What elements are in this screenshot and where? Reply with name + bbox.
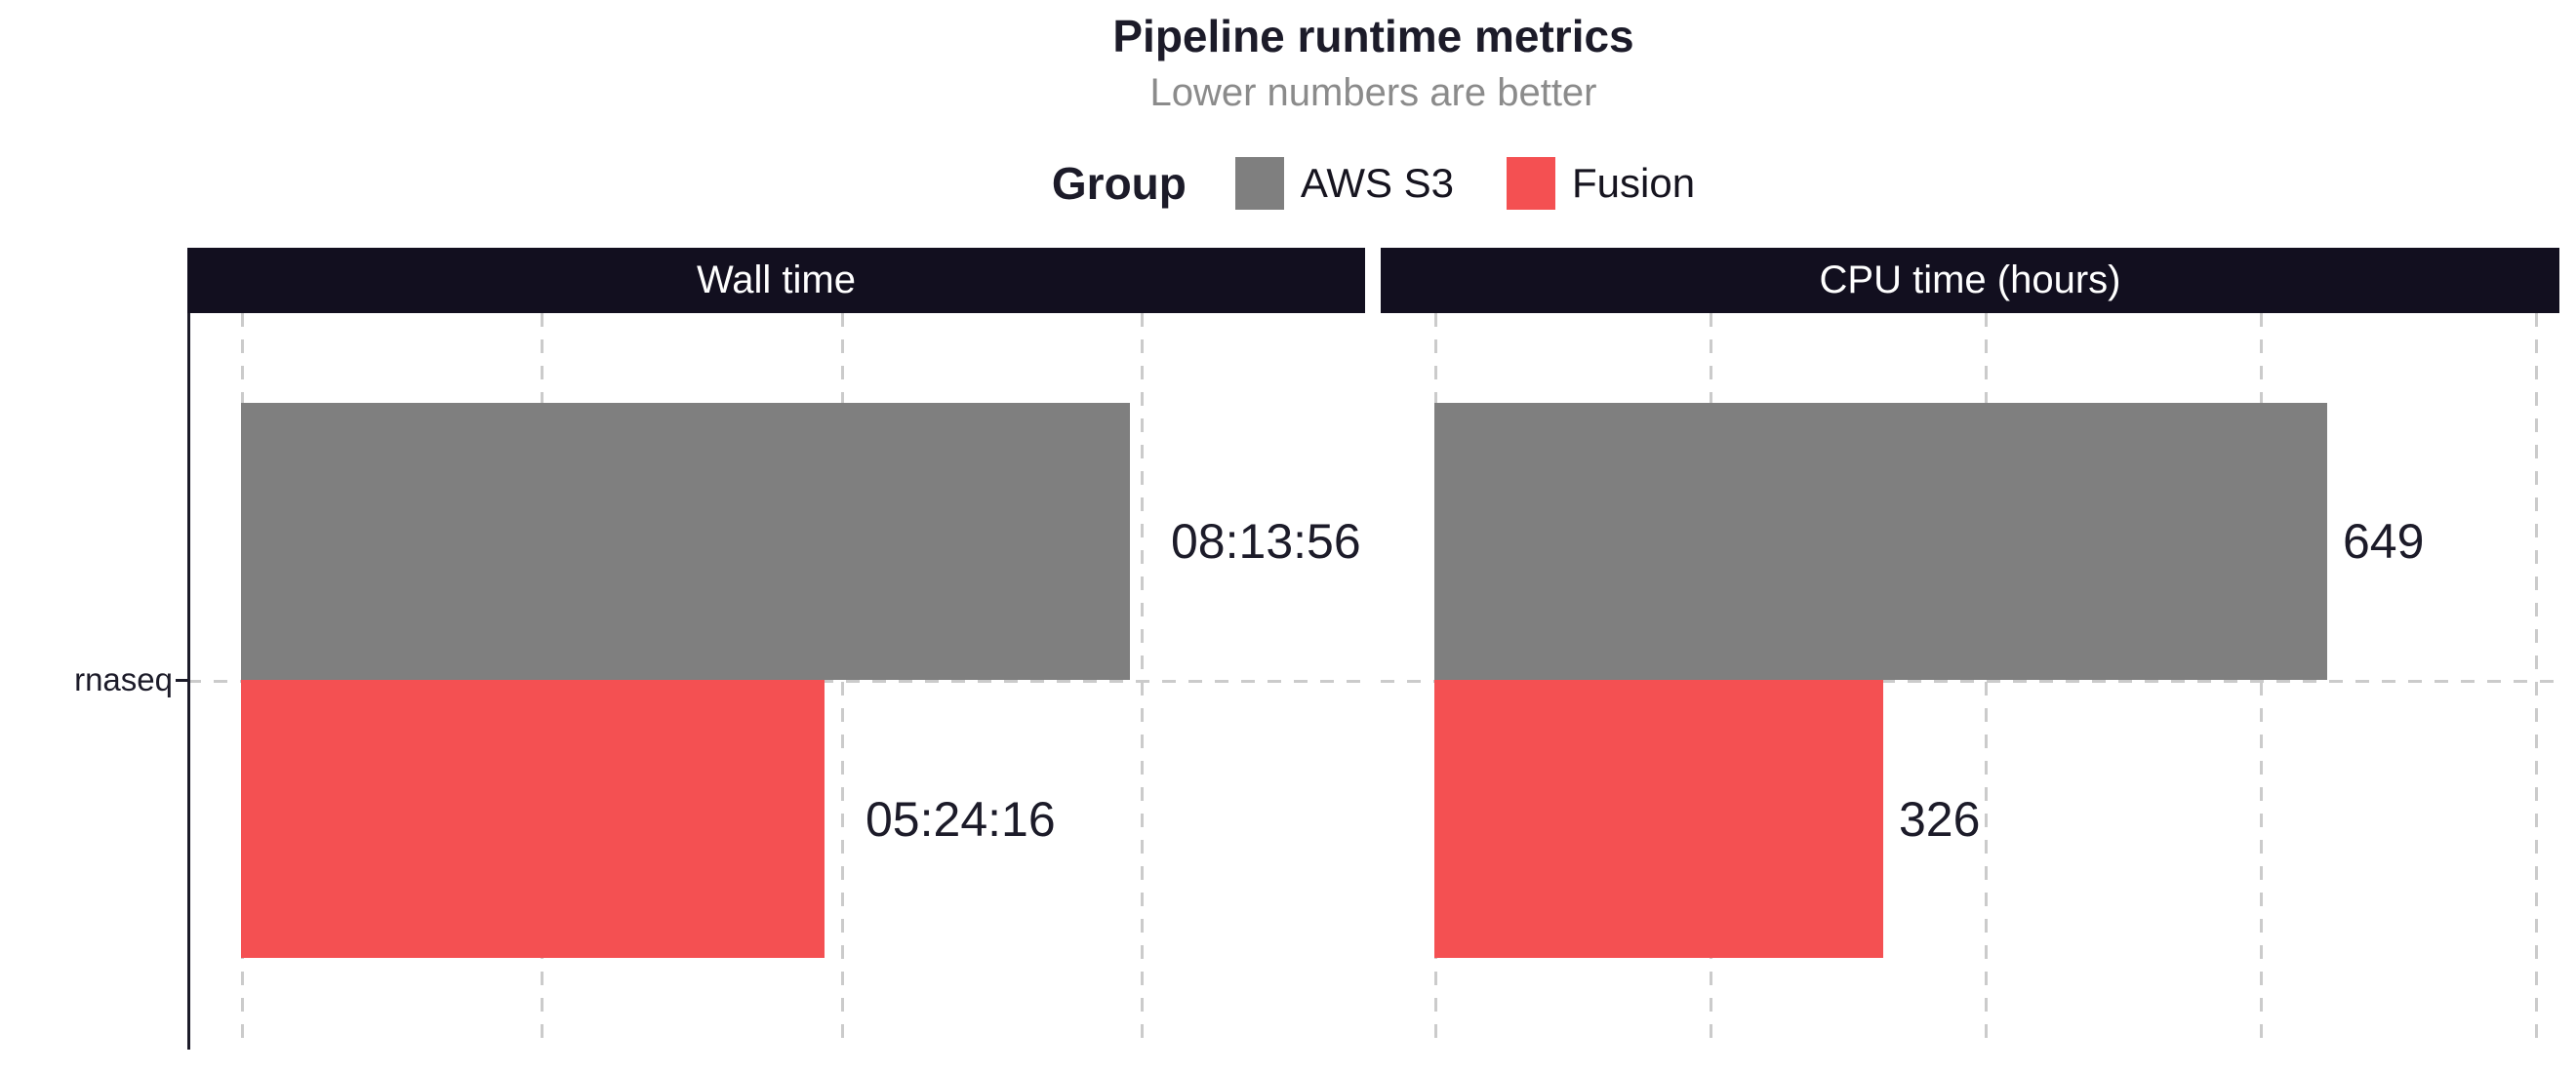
- chart-header: Pipeline runtime metrics Lower numbers a…: [187, 0, 2559, 117]
- bar-aws-s3: [1434, 403, 2327, 680]
- facet-panel-wall-time: 08:13:56 05:24:16: [187, 313, 1365, 1050]
- facet-strip-wall-time: Wall time: [187, 248, 1365, 313]
- bar-fusion: [1434, 680, 1883, 958]
- legend-title: Group: [1051, 158, 1187, 209]
- facet-strip-label: CPU time (hours): [1819, 258, 2121, 301]
- legend: Group AWS S3 Fusion: [187, 148, 2559, 219]
- facet-panel-cpu-time: 649 326: [1381, 313, 2559, 1050]
- legend-swatch: [1507, 157, 1556, 210]
- facet-strip-label: Wall time: [697, 258, 856, 301]
- bar-value-label: 05:24:16: [865, 791, 1056, 847]
- legend-label: AWS S3: [1300, 160, 1455, 206]
- facet-strip-cpu-time: CPU time (hours): [1381, 248, 2559, 313]
- legend-swatch: [1234, 157, 1284, 210]
- legend-item-aws-s3: AWS S3: [1234, 157, 1455, 210]
- y-axis-line: [187, 313, 190, 1050]
- bar-fusion: [241, 680, 825, 958]
- bar-value-label: 649: [2343, 514, 2425, 569]
- legend-item-fusion: Fusion: [1507, 157, 1695, 210]
- y-axis-tick: [176, 679, 187, 682]
- horizontal-gridline: [1381, 680, 2559, 683]
- bar-value-label: 326: [1899, 791, 1981, 847]
- bar-aws-s3: [241, 403, 1130, 680]
- legend-label: Fusion: [1572, 160, 1696, 206]
- chart-title: Pipeline runtime metrics: [1112, 11, 1634, 61]
- y-axis-category-label: rnaseq: [74, 661, 173, 697]
- chart-subtitle: Lower numbers are better: [1149, 71, 1597, 114]
- bar-value-label: 08:13:56: [1171, 514, 1361, 569]
